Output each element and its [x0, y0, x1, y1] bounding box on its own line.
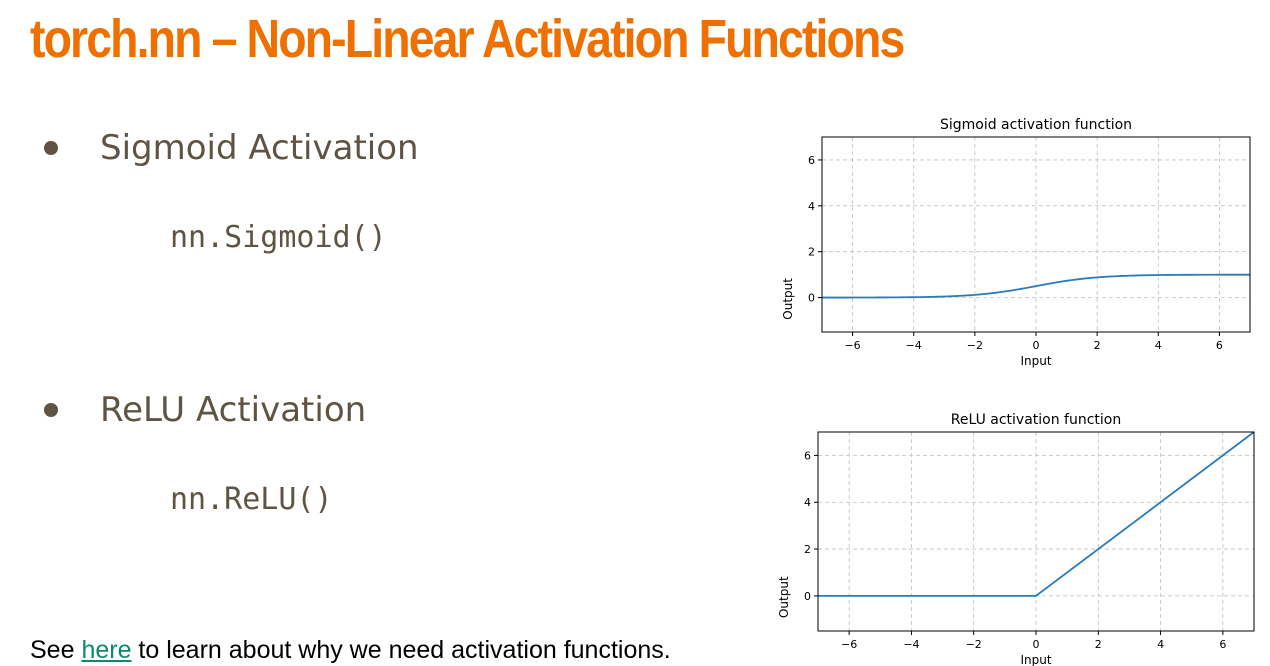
- footer-suffix: to learn about why we need activation fu…: [131, 636, 671, 664]
- code-sigmoid: nn.Sigmoid(): [170, 220, 387, 255]
- y-tick-label: 2: [808, 246, 815, 259]
- x-tick-label: 2: [1094, 339, 1101, 352]
- chart-title: Sigmoid activation function: [940, 117, 1132, 133]
- footer-note: See here to learn about why we need acti…: [30, 636, 671, 665]
- y-tick-label: 0: [808, 292, 815, 305]
- footer-prefix: See: [30, 636, 82, 664]
- x-tick-label: −4: [906, 339, 922, 352]
- y-tick-label: 4: [804, 496, 811, 509]
- x-tick-label: 0: [1033, 638, 1040, 651]
- x-tick-label: 6: [1219, 638, 1226, 651]
- x-tick-label: −4: [903, 638, 919, 651]
- bullet-dot-icon: [44, 141, 58, 155]
- x-axis-label: Input: [1020, 354, 1051, 368]
- slide-title: torch.nn – Non-Linear Activation Functio…: [30, 9, 905, 69]
- chart-title: ReLU activation function: [951, 412, 1122, 428]
- x-tick-label: −2: [966, 638, 982, 651]
- code-relu: nn.ReLU(): [170, 482, 333, 517]
- bullet-relu: ReLU Activation: [44, 390, 366, 430]
- x-tick-label: 4: [1157, 638, 1164, 651]
- bullet-sigmoid: Sigmoid Activation: [44, 128, 419, 168]
- x-tick-label: −6: [844, 339, 860, 352]
- plot-frame: [817, 431, 1255, 632]
- bullet-dot-icon: [44, 403, 58, 417]
- relu-line: [818, 431, 1255, 597]
- y-tick-label: 2: [804, 543, 811, 556]
- y-axis-label: Output: [781, 278, 795, 320]
- x-tick-label: 0: [1033, 339, 1040, 352]
- y-axis-label: Output: [777, 576, 791, 618]
- y-tick-label: 6: [808, 154, 815, 167]
- y-tick-label: 6: [804, 449, 811, 462]
- x-tick-label: −2: [967, 339, 983, 352]
- sigmoid-line: [822, 273, 1250, 299]
- bullet-label: Sigmoid Activation: [100, 128, 419, 168]
- x-tick-label: 6: [1216, 339, 1223, 352]
- here-link[interactable]: here: [81, 636, 132, 664]
- x-tick-label: 4: [1155, 339, 1162, 352]
- y-tick-label: 4: [808, 200, 815, 213]
- x-tick-label: 2: [1095, 638, 1102, 651]
- bullet-label: ReLU Activation: [100, 390, 367, 430]
- x-tick-label: −6: [841, 638, 857, 651]
- plot-frame: [821, 136, 1251, 333]
- relu-chart: ReLU activation function −6 −4 −2 0 2 4 6 0 2 4 6 In…: [777, 412, 1255, 666]
- x-axis-label: Input: [1020, 653, 1051, 666]
- y-tick-label: 0: [804, 590, 811, 603]
- sigmoid-chart: Sigmoid activation function −6 −4 −2 0 2 4 6 0 2 4…: [781, 117, 1251, 368]
